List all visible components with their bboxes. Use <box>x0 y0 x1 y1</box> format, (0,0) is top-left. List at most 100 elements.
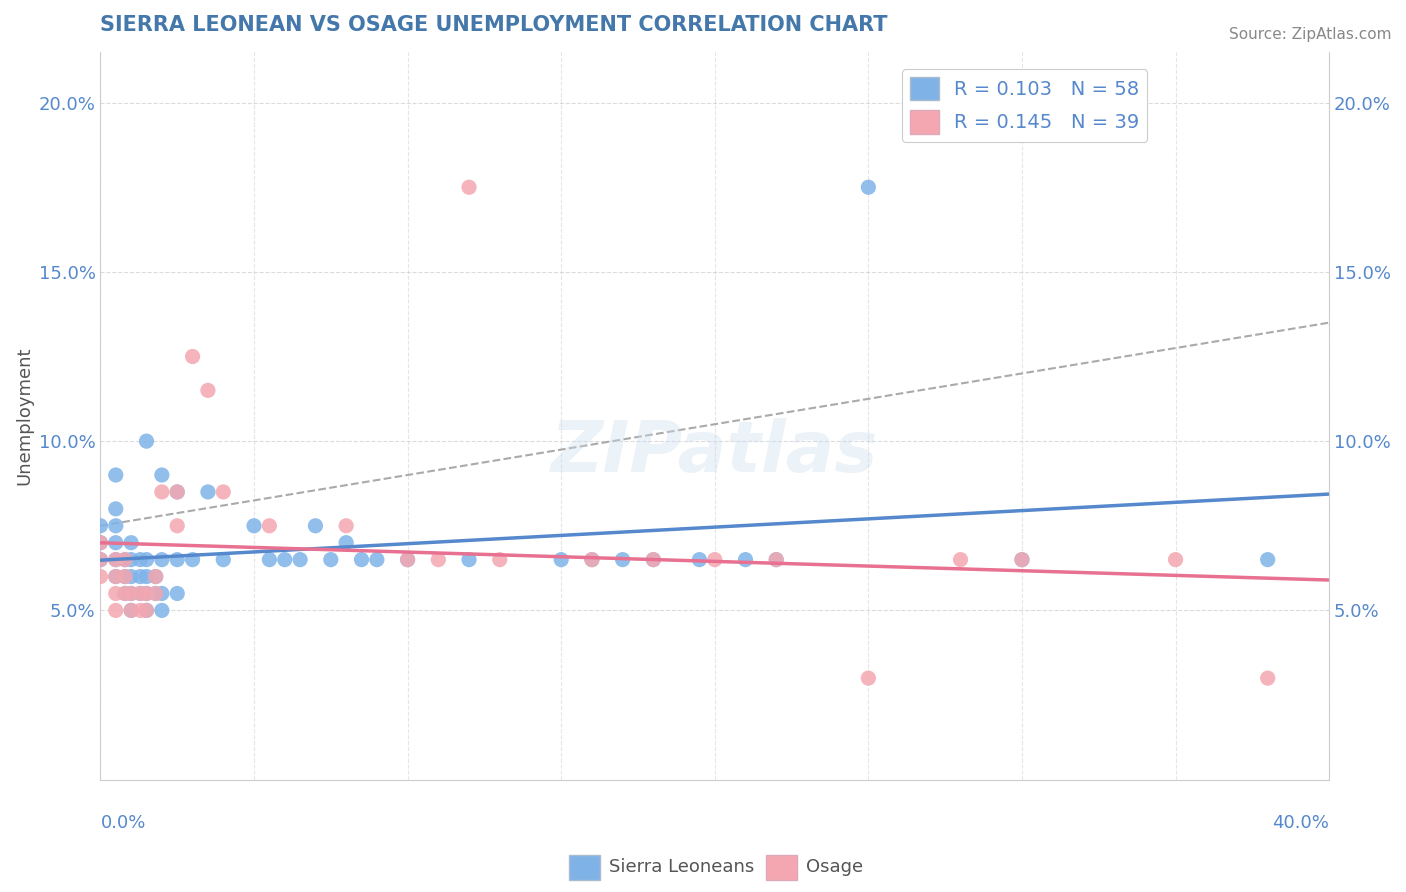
Point <box>104 569 127 583</box>
Point <box>350 552 373 566</box>
Point <box>114 586 136 600</box>
Point <box>129 586 152 600</box>
Point <box>104 518 127 533</box>
Point <box>703 552 725 566</box>
Point <box>150 603 173 617</box>
Point <box>197 384 219 398</box>
Point <box>135 586 157 600</box>
Point <box>129 586 152 600</box>
Point <box>104 586 127 600</box>
Text: Sierra Leoneans: Sierra Leoneans <box>609 858 754 877</box>
Point <box>120 535 142 549</box>
Point <box>104 552 127 566</box>
Point <box>120 603 142 617</box>
Point <box>858 671 880 685</box>
Point <box>89 569 111 583</box>
Point <box>550 552 572 566</box>
Point <box>1011 552 1033 566</box>
Point <box>581 552 603 566</box>
Point <box>212 552 235 566</box>
Point <box>135 603 157 617</box>
Point <box>949 552 972 566</box>
Point <box>150 552 173 566</box>
Point <box>335 535 357 549</box>
FancyBboxPatch shape <box>569 855 600 880</box>
Point <box>488 552 510 566</box>
Point <box>612 552 634 566</box>
Point <box>1011 552 1033 566</box>
Point <box>145 586 167 600</box>
Point <box>135 603 157 617</box>
Point <box>765 552 787 566</box>
Point <box>104 603 127 617</box>
Point <box>274 552 297 566</box>
Point <box>129 569 152 583</box>
Point <box>366 552 388 566</box>
Point <box>145 569 167 583</box>
Point <box>643 552 665 566</box>
Point <box>396 552 419 566</box>
Point <box>135 586 157 600</box>
Text: Osage: Osage <box>806 858 863 877</box>
Point <box>1257 671 1279 685</box>
Point <box>129 603 152 617</box>
Point <box>114 586 136 600</box>
Point <box>135 434 157 449</box>
Point <box>104 468 127 483</box>
Point <box>104 535 127 549</box>
Text: SIERRA LEONEAN VS OSAGE UNEMPLOYMENT CORRELATION CHART: SIERRA LEONEAN VS OSAGE UNEMPLOYMENT COR… <box>100 15 889 35</box>
Point <box>150 484 173 499</box>
Point <box>89 552 111 566</box>
Point <box>120 603 142 617</box>
Point <box>135 552 157 566</box>
Point <box>150 586 173 600</box>
Point <box>166 586 188 600</box>
Point <box>304 518 326 533</box>
Point <box>197 484 219 499</box>
Point <box>104 552 127 566</box>
Point <box>166 484 188 499</box>
Y-axis label: Unemployment: Unemployment <box>15 346 32 485</box>
Point <box>120 569 142 583</box>
Point <box>114 552 136 566</box>
Point <box>89 518 111 533</box>
Point <box>89 535 111 549</box>
Legend: R = 0.103   N = 58, R = 0.145   N = 39: R = 0.103 N = 58, R = 0.145 N = 39 <box>901 69 1147 142</box>
Point <box>89 535 111 549</box>
Point <box>212 484 235 499</box>
Point <box>104 569 127 583</box>
Text: Source: ZipAtlas.com: Source: ZipAtlas.com <box>1229 27 1392 42</box>
Point <box>288 552 311 566</box>
Point <box>120 586 142 600</box>
Point <box>114 569 136 583</box>
Point <box>145 569 167 583</box>
Point <box>166 518 188 533</box>
Point <box>396 552 419 566</box>
Text: 40.0%: 40.0% <box>1272 814 1329 832</box>
Point <box>259 552 281 566</box>
Point <box>114 569 136 583</box>
Text: ZIPatlas: ZIPatlas <box>551 417 879 487</box>
Point <box>129 552 152 566</box>
Point <box>1164 552 1187 566</box>
FancyBboxPatch shape <box>766 855 797 880</box>
Point <box>150 468 173 483</box>
Point <box>166 552 188 566</box>
Point <box>319 552 342 566</box>
Point <box>765 552 787 566</box>
Point <box>581 552 603 566</box>
Point <box>734 552 756 566</box>
Point <box>427 552 450 566</box>
Point <box>114 552 136 566</box>
Point <box>259 518 281 533</box>
Point <box>643 552 665 566</box>
Text: 0.0%: 0.0% <box>100 814 146 832</box>
Point <box>688 552 710 566</box>
Point <box>181 552 204 566</box>
Point <box>335 518 357 533</box>
Point <box>166 484 188 499</box>
Point <box>858 180 880 194</box>
Point <box>181 350 204 364</box>
Point <box>145 586 167 600</box>
Point <box>120 586 142 600</box>
